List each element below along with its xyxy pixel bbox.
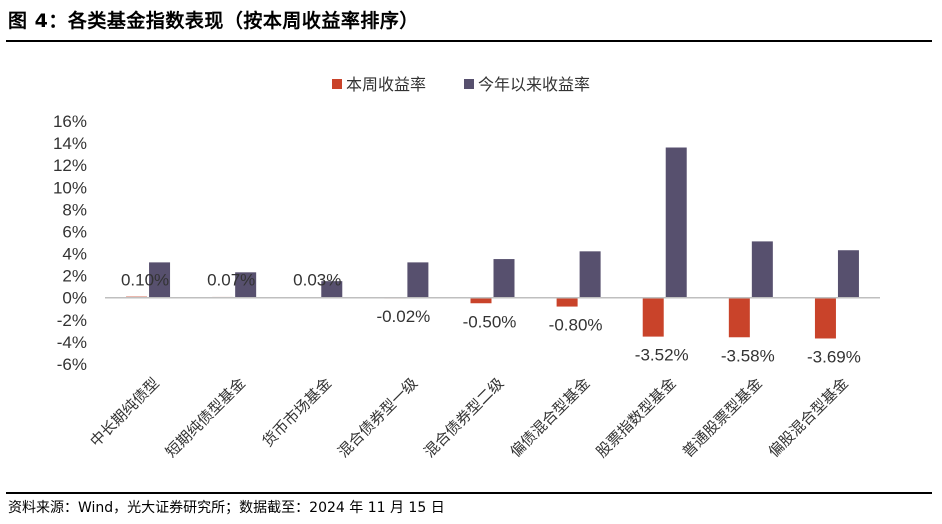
y-tick-label: 4% — [62, 245, 87, 264]
y-tick-label: 16% — [53, 112, 87, 131]
ytd-return-bar — [407, 262, 429, 298]
legend-label: 今年以来收益率 — [478, 75, 590, 94]
legend-swatch — [464, 79, 474, 89]
legend-label: 本周收益率 — [346, 75, 426, 94]
data-label: -3.69% — [807, 347, 861, 366]
data-label: -0.50% — [463, 312, 517, 331]
data-label: 0.07% — [207, 271, 255, 290]
source-note: 资料来源：Wind，光大证券研究所；数据截至：2024 年 11 月 15 日 — [8, 500, 445, 516]
data-label: -3.58% — [721, 346, 775, 365]
ytd-return-bar — [751, 241, 773, 298]
data-labels: 0.10% 0.07% 0.03% -0.02% -0.50% -0.80% -3.52% -… — [121, 271, 861, 367]
footer-divider — [6, 492, 932, 494]
chart-legend: 本周收益率 今年以来收益率 — [332, 75, 590, 94]
ytd-return-bar — [149, 262, 171, 298]
ytd-return-bar — [837, 250, 859, 298]
x-category-label: 中长期纯债型 — [87, 374, 163, 450]
bar-series — [126, 147, 859, 339]
figure-title: 图 4：各类基金指数表现（按本周收益率排序） — [8, 10, 419, 32]
y-tick-label: 14% — [53, 134, 87, 153]
y-tick-label: -6% — [57, 355, 87, 374]
weekly-return-bar — [642, 297, 664, 337]
x-category-label: 普通股票型基金 — [679, 374, 766, 461]
ytd-return-bar — [321, 281, 343, 298]
y-tick-label: 2% — [62, 267, 87, 286]
y-tick-label: 0% — [62, 289, 87, 308]
x-category-label: 偏股混合型基金 — [765, 374, 852, 461]
x-axis: 中长期纯债型 短期纯债型基金 货币市场基金 混合债券型一级 混合债券型二级 偏债混合型基金… — [87, 374, 852, 461]
weekly-return-bar — [470, 297, 492, 304]
y-tick-label: 12% — [53, 156, 87, 175]
legend-swatch — [332, 79, 342, 89]
weekly-return-bar — [556, 297, 578, 307]
ytd-return-bar — [235, 272, 257, 298]
x-category-label: 混合债券型二级 — [420, 374, 507, 461]
x-category-label: 偏债混合型基金 — [506, 374, 593, 461]
y-tick-label: 8% — [62, 200, 87, 219]
x-category-label: 股票指数型基金 — [593, 374, 680, 461]
bar-chart: 本周收益率 今年以来收益率 16% 14% 12% 10% 8% 6% 4% 2% 0% -2% -4… — [53, 75, 880, 461]
y-tick-label: -4% — [57, 333, 87, 352]
data-label: 0.03% — [293, 271, 341, 290]
y-tick-label: 10% — [53, 178, 87, 197]
x-category-label: 短期纯债型基金 — [162, 374, 249, 461]
ytd-return-bar — [579, 251, 601, 298]
y-tick-label: 6% — [62, 222, 87, 241]
y-tick-label: -2% — [57, 311, 87, 330]
data-label: -0.02% — [376, 307, 430, 326]
weekly-return-bar — [728, 297, 750, 338]
data-label: -0.80% — [549, 316, 603, 335]
x-category-label: 混合债券型一级 — [334, 374, 421, 461]
y-axis: 16% 14% 12% 10% 8% 6% 4% 2% 0% -2% -4% -6% — [53, 112, 87, 374]
weekly-return-bar — [814, 297, 836, 339]
data-label: -3.52% — [635, 346, 689, 365]
title-divider — [6, 40, 932, 42]
data-label: 0.10% — [121, 271, 169, 290]
ytd-return-bar — [665, 147, 687, 298]
ytd-return-bar — [493, 259, 515, 298]
x-category-label: 货币市场基金 — [259, 374, 335, 450]
